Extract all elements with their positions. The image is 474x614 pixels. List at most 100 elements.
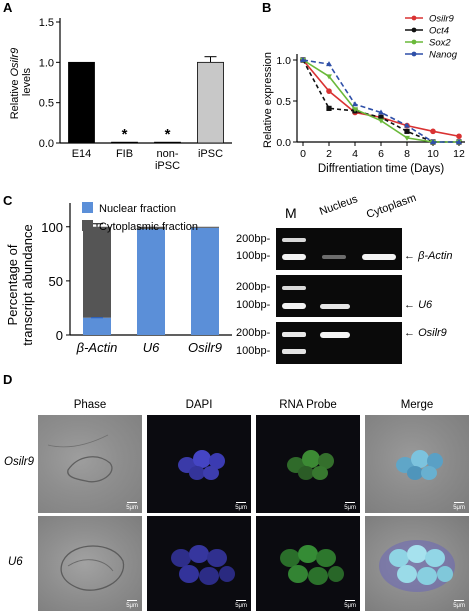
- bar: [68, 61, 95, 144]
- bar: [111, 141, 138, 144]
- scale-bar: 5μm: [453, 600, 465, 609]
- column-header-phase: Phase: [73, 399, 107, 411]
- gel-size-100: 100bp-: [236, 345, 271, 357]
- y-tick-label: 50: [49, 274, 63, 289]
- signal: [280, 545, 344, 585]
- x-tick-label: 12: [453, 148, 465, 160]
- scale-bar: 5μm: [235, 502, 247, 511]
- legend-label: Oct4: [429, 26, 449, 37]
- data-point: [456, 133, 462, 140]
- y-tick-label: 1.5: [39, 17, 54, 29]
- column-header-rna-probe: RNA Probe: [279, 399, 337, 411]
- stacked-bar-segment: [137, 226, 165, 229]
- gel-gene-osilr9: ← Osilr9: [404, 327, 447, 339]
- stacked-bar-segment: [191, 226, 219, 228]
- category-label: U6: [143, 340, 160, 355]
- scale-bar: 5μm: [235, 600, 247, 609]
- stacked-bar-segment: [83, 226, 111, 318]
- row-label-u6: U6: [8, 556, 23, 568]
- gene-label: β-Actin: [418, 250, 453, 262]
- legend-label: Osilr9: [429, 14, 455, 25]
- significance-mark: *: [122, 126, 128, 143]
- marker-band: [282, 238, 306, 242]
- x-axis-label: Diffrentiation time (Days): [318, 163, 444, 175]
- data-point: [352, 107, 358, 113]
- nucleus-band: [320, 304, 350, 309]
- bar: [197, 61, 224, 144]
- x-tick-label: 4: [352, 148, 358, 160]
- y-axis-label: Relative expression: [262, 52, 274, 148]
- scale-bar: 5μm: [126, 502, 138, 511]
- panel-label-c: C: [3, 193, 13, 208]
- data-point: [300, 57, 306, 62]
- gel-image-beta-actin: [276, 228, 402, 270]
- cell-outline: [47, 434, 113, 483]
- merged-cells: [396, 450, 443, 480]
- dapi-image-osilr9: 5μm: [147, 415, 251, 513]
- category-label: non-: [156, 148, 178, 160]
- legend-marker: [411, 27, 417, 33]
- panel-label-d: D: [3, 372, 13, 387]
- marker-band: [282, 332, 306, 337]
- gel-image-osilr9: [276, 322, 402, 364]
- x-tick-label: 6: [378, 148, 384, 160]
- y-tick-label: 0.0: [39, 138, 54, 150]
- merge-image-osilr9: 5μm: [365, 415, 469, 513]
- data-point: [352, 101, 358, 107]
- signal: [287, 450, 334, 480]
- bar: [154, 141, 181, 144]
- chart-c: 0 50 100 β-Actin U6 Osilr9 Nuclear fraction Cyt…: [5, 202, 232, 355]
- gel-header-marker: M: [285, 205, 297, 221]
- data-point: [378, 109, 384, 115]
- nuclei: [171, 545, 235, 585]
- nucleus-band: [320, 332, 350, 338]
- phase-image-u6: 5μm: [38, 516, 142, 611]
- y-axis-label: Relative Osilr9 levels: [9, 45, 33, 120]
- scale-bar: 5μm: [344, 600, 356, 609]
- data-point: [326, 105, 332, 111]
- legend-swatch: [82, 220, 93, 231]
- y-tick-label: 1.0: [39, 57, 54, 69]
- data-point: [430, 139, 436, 144]
- scale-bar: 5μm: [453, 502, 465, 511]
- scale-bar: 5μm: [344, 502, 356, 511]
- y-tick-label: 0.5: [39, 98, 54, 110]
- legend-label: Cytoplasmic fraction: [99, 221, 198, 233]
- series-line: [302, 59, 459, 143]
- gene-label: Osilr9: [418, 327, 447, 339]
- y-tick-label: 0.0: [276, 137, 291, 149]
- marker-band: [282, 303, 306, 309]
- data-point: [326, 61, 332, 67]
- gel-header-cytoplasm: Cytoplasm: [364, 191, 418, 221]
- column-header-merge: Merge: [400, 399, 434, 411]
- phase-image-osilr9: 5μm: [38, 415, 142, 513]
- column-header-dapi: DAPI: [185, 399, 213, 411]
- x-tick-label: 10: [427, 148, 439, 160]
- marker-band: [282, 286, 306, 290]
- y-tick-label: 1.0: [276, 55, 291, 67]
- y-axis-label: Percentage oftranscript abundance: [5, 224, 35, 345]
- legend-label: Nanog: [429, 50, 458, 61]
- gel-size-200: 200bp-: [236, 233, 271, 245]
- y-tick-label: 0.5: [276, 96, 291, 108]
- cytoplasm-band: [362, 254, 396, 260]
- rna-probe-image-u6: 5μm: [256, 516, 360, 611]
- rna-probe-image-osilr9: 5μm: [256, 415, 360, 513]
- gene-label: U6: [418, 299, 433, 311]
- gel-size-200: 200bp-: [236, 281, 271, 293]
- gel-size-100: 100bp-: [236, 250, 271, 262]
- x-tick-label: 8: [404, 148, 410, 160]
- marker-band: [282, 254, 306, 260]
- gel-gene-u6: ← U6: [404, 299, 433, 311]
- y-tick-label: 100: [41, 220, 63, 235]
- legend-label: Nuclear fraction: [99, 203, 176, 215]
- nuclei: [178, 450, 225, 480]
- series-line: [302, 59, 459, 143]
- significance-mark: *: [165, 126, 171, 143]
- x-tick-label: 0: [300, 148, 306, 160]
- category-label: Osilr9: [188, 340, 222, 355]
- data-point: [404, 128, 410, 134]
- marker-band: [282, 349, 306, 354]
- category-label: iPSC: [155, 160, 180, 172]
- chart-b: 0.0 0.5 1.0 0 2 4 6 8 10 12 Diffrentiation time (D…: [262, 14, 465, 175]
